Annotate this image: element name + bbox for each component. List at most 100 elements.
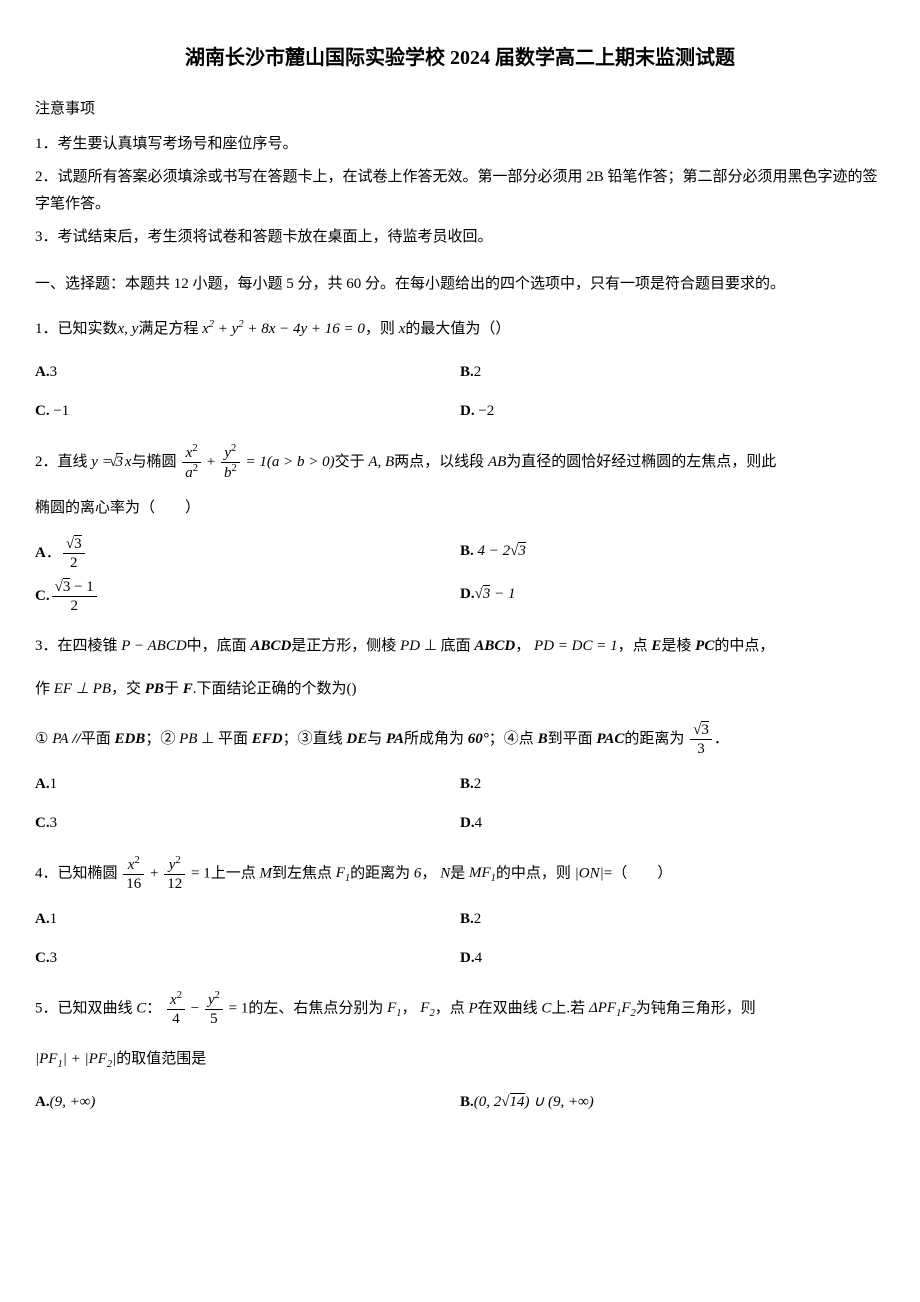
q5-frac2: y25: [205, 990, 223, 1028]
q1-end: 的最大值为（）: [405, 321, 510, 337]
question-2: 2．直线 y = 3√ x与椭圆 x2a2 + y2b2 = 1(a > b >…: [35, 443, 885, 615]
q5-opt-b: B.(0, 2√14) ∪ (9, +∞): [460, 1086, 885, 1119]
q5-p: P: [468, 1000, 477, 1016]
q5-eq: = 1: [229, 1000, 249, 1016]
q4-den2: 12: [164, 875, 185, 893]
q5-den1: 4: [167, 1010, 185, 1028]
q3-l2-prefix: 作: [35, 681, 50, 697]
q4-mid1: 上一点: [211, 865, 256, 881]
q3-opt-c: C.3: [35, 807, 460, 840]
q3-s4-to: 到平面: [548, 731, 593, 747]
q5-opt-a: A.(9, +∞): [35, 1086, 460, 1119]
q3-l2-end: .下面结论正确的个数为(): [193, 681, 357, 697]
instruction-1: 1．考生要认真填写考场号和座位序号。: [35, 131, 885, 158]
q3-text-line2: 作 EF ⊥ PB，交 PB于 F.下面结论正确的个数为(): [35, 673, 885, 706]
q3-s1-par: //: [72, 731, 80, 747]
q2-opt-b: B. 4 − 2√3: [460, 535, 885, 572]
q3-f: F: [183, 681, 193, 697]
q3-ef-perp: EF ⊥ PB: [54, 681, 111, 697]
q4-frac2: y212: [164, 855, 185, 893]
q4-mid5: 是: [450, 865, 465, 881]
q3-base2: ABCD: [474, 638, 515, 654]
section-intro: 一、选择题：本题共 12 小题，每小题 5 分，共 60 分。在每小题给出的四个…: [35, 271, 885, 298]
q3-pyramid: P − ABCD: [121, 638, 186, 654]
q5-l2-end: 的取值范围是: [116, 1051, 206, 1067]
q5-comma1: ，: [402, 1000, 417, 1016]
q5-c: C: [136, 1000, 146, 1016]
q2-prefix: 2．直线: [35, 454, 88, 470]
q2-text: 2．直线 y = 3√ x与椭圆 x2a2 + y2b2 = 1(a > b >…: [35, 443, 885, 482]
q4-mid3: 的距离为: [350, 865, 410, 881]
q1-opt-d: D. −2: [460, 395, 885, 428]
q5-tri: ΔPF1F2: [589, 1000, 636, 1016]
question-1: 1．已知实数x, y满足方程 x2 + y2 + 8x − 4y + 16 = …: [35, 313, 885, 428]
q3-mid2: 是正方形，侧棱: [291, 638, 396, 654]
q3-s3-de: DE: [346, 731, 367, 747]
q1-eq: x2 + y2 + 8x − 4y + 16 = 0: [202, 321, 365, 337]
q4-on: |ON|: [575, 865, 604, 881]
q1-mid: 满足方程: [138, 321, 198, 337]
q2-text-line2: 椭圆的离心率为（ ）: [35, 492, 885, 525]
q3-b: 2: [474, 776, 482, 792]
question-5: 5．已知双曲线 C： x24 − y25 = 1的左、右焦点分别为 F1， F2…: [35, 990, 885, 1119]
q3-options: A.1 B.2 C.3 D.4: [35, 768, 885, 840]
q3-s4-end: ．: [714, 731, 729, 747]
q4-frac1: x216: [123, 855, 144, 893]
q3-s3-angle: 所成角为: [404, 731, 464, 747]
q5-mid3: 在双曲线: [478, 1000, 538, 1016]
q4-f1: F1: [336, 865, 350, 881]
instruction-3: 3．考试结束后，考生须将试卷和答题卡放在桌面上，待监考员收回。: [35, 224, 885, 251]
q2-mid1: 与椭圆: [131, 454, 176, 470]
notice-header: 注意事项: [35, 96, 885, 123]
q4-n: N: [440, 865, 450, 881]
q4-opt-a: A.1: [35, 903, 460, 936]
q1-prefix: 1．已知实数: [35, 321, 118, 337]
q3-s4-pac: PAC: [596, 731, 624, 747]
q5-mid2: ，点: [435, 1000, 465, 1016]
q1-opt-a: A.3: [35, 356, 460, 389]
q3-mid1: 中，底面: [187, 638, 247, 654]
q5-den2: 5: [205, 1010, 223, 1028]
q3-s1-edb: EDB: [114, 731, 145, 747]
q3-s2-efd: EFD: [252, 731, 283, 747]
q1-opt-d-val: −2: [478, 403, 494, 419]
q1-opt-c-val: −1: [53, 403, 69, 419]
q5-f1: F1: [387, 1000, 401, 1016]
q3-mid4: ，点: [618, 638, 648, 654]
q3-l2-mid2: 于: [164, 681, 179, 697]
q2-seg: AB: [488, 454, 506, 470]
q3-edge1: PD: [400, 638, 420, 654]
q5-sum: |PF1| + |PF2|: [35, 1051, 116, 1067]
q3-opt-b: B.2: [460, 768, 885, 801]
q2-ellipse-frac1: x2a2: [182, 443, 201, 482]
q2-line: y = 3√ x: [91, 454, 131, 470]
q4-den1: 16: [123, 875, 144, 893]
q4-m: M: [259, 865, 272, 881]
q4-prefix: 4．已知椭圆: [35, 865, 118, 881]
q3-prefix: 3．在四棱锥: [35, 638, 118, 654]
q5-prefix: 5．已知双曲线: [35, 1000, 133, 1016]
q5-f2: F2: [420, 1000, 434, 1016]
q4-a: 1: [50, 911, 58, 927]
q2-opt-a: A．√32: [35, 535, 460, 572]
q4-opt-b: B.2: [460, 903, 885, 936]
q3-s1-plane: 平面: [81, 731, 111, 747]
q3-s4-den: 3: [690, 740, 712, 758]
q1-opt-b-val: 2: [474, 364, 482, 380]
q4-opt-d: D.4: [460, 942, 885, 975]
q5-colon: ：: [146, 1000, 161, 1016]
q2-a-den: 2: [63, 554, 85, 572]
q4-opt-c: C.3: [35, 942, 460, 975]
q3-pb: PB: [145, 681, 164, 697]
q3-statements: ① PA //平面 EDB；② PB ⊥ 平面 EFD；③直线 DE与 PA所成…: [35, 721, 885, 758]
q3-mid5: 是棱: [661, 638, 691, 654]
q3-s4-b: B: [538, 731, 548, 747]
q4-mid4: ，: [421, 865, 436, 881]
q3-mid6: 的中点，: [714, 638, 774, 654]
q4-mid2: 到左焦点: [272, 865, 332, 881]
q3-e: E: [651, 638, 661, 654]
q4-b: 2: [474, 911, 482, 927]
q4-mid6: 的中点，则: [496, 865, 571, 881]
q1-options: A.3 B.2 C. −1 D. −2: [35, 356, 885, 428]
q3-s3-with: 与: [367, 731, 382, 747]
